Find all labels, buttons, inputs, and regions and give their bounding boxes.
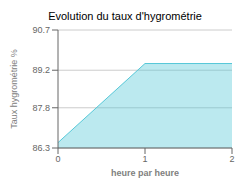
svg-text:90.7: 90.7 [32, 25, 50, 35]
svg-text:89.2: 89.2 [32, 65, 50, 75]
html-text:Evolution du taux d'hygrométri: Evolution du taux d'hygrométrie [48, 10, 202, 22]
svg-text:2: 2 [229, 154, 234, 164]
svg-text:1: 1 [142, 154, 147, 164]
svg-text:Taux hygrométrie %: Taux hygrométrie % [9, 49, 19, 129]
svg-text:heure par heure: heure par heure [111, 168, 179, 178]
svg-text:86.3: 86.3 [32, 143, 50, 153]
svg-text:87.8: 87.8 [32, 103, 50, 113]
svg-text:0: 0 [55, 154, 60, 164]
